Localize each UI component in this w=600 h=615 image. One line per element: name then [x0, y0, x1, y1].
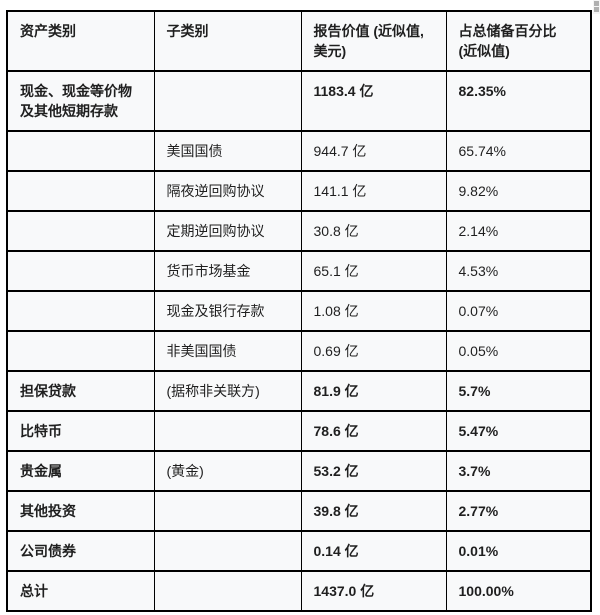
subcategory-cell: 美国国债 [153, 130, 302, 172]
reported-value-cell: 0.69 亿 [300, 330, 447, 372]
subcategory-cell: 货币市场基金 [153, 250, 302, 292]
reported-value-cell: 1.08 亿 [300, 290, 447, 332]
reported-value-cell: 81.9 亿 [300, 370, 447, 412]
subcategory-cell [153, 70, 302, 132]
table-row: 总计 1437.0 亿 100.00% [6, 570, 592, 612]
reported-value-cell: 0.14 亿 [300, 530, 447, 572]
reported-value-cell: 65.1 亿 [300, 250, 447, 292]
subcategory-cell: 定期逆回购协议 [153, 210, 302, 252]
asset-category-cell [6, 210, 155, 252]
table-row: 现金及银行存款 1.08 亿 0.07% [6, 290, 592, 332]
asset-category-cell [6, 290, 155, 332]
table-row: 现金、现金等价物及其他短期存款 1183.4 亿 82.35% [6, 70, 592, 132]
subcategory-cell [153, 410, 302, 452]
asset-category-cell: 总计 [6, 570, 155, 612]
subcategory-cell: (据称非关联方) [153, 370, 302, 412]
col-header-asset-category: 资产类别 [6, 10, 155, 72]
subcategory-cell [153, 490, 302, 532]
percent-cell: 82.35% [445, 70, 592, 132]
table-row: 担保贷款 (据称非关联方) 81.9 亿 5.7% [6, 370, 592, 412]
asset-category-cell [6, 170, 155, 212]
asset-category-cell [6, 330, 155, 372]
asset-category-cell [6, 130, 155, 172]
reported-value-cell: 78.6 亿 [300, 410, 447, 452]
subcategory-cell [153, 570, 302, 612]
asset-reserve-table: 资产类别 子类别 报告价值 (近似值, 美元) 占总储备百分比 (近似值) 现金… [6, 10, 592, 612]
asset-category-cell: 贵金属 [6, 450, 155, 492]
reported-value-cell: 39.8 亿 [300, 490, 447, 532]
percent-cell: 2.77% [445, 490, 592, 532]
subcategory-cell: (黄金) [153, 450, 302, 492]
col-header-reported-value: 报告价值 (近似值, 美元) [300, 10, 447, 72]
table-row: 美国国债 944.7 亿 65.74% [6, 130, 592, 172]
asset-category-cell: 其他投资 [6, 490, 155, 532]
percent-cell: 0.07% [445, 290, 592, 332]
asset-category-cell [6, 250, 155, 292]
scrollbar-dot-icon [594, 1, 599, 6]
table-body: 现金、现金等价物及其他短期存款 1183.4 亿 82.35% 美国国债 944… [6, 70, 592, 612]
scrollbar-thumb[interactable] [593, 0, 600, 14]
percent-cell: 5.47% [445, 410, 592, 452]
percent-cell: 5.7% [445, 370, 592, 412]
percent-cell: 0.01% [445, 530, 592, 572]
percent-cell: 4.53% [445, 250, 592, 292]
table-row: 其他投资 39.8 亿 2.77% [6, 490, 592, 532]
percent-cell: 9.82% [445, 170, 592, 212]
asset-category-cell: 比特币 [6, 410, 155, 452]
asset-category-cell: 担保贷款 [6, 370, 155, 412]
scrollbar-dot-icon [594, 7, 599, 12]
asset-category-cell: 现金、现金等价物及其他短期存款 [6, 70, 155, 132]
reported-value-cell: 944.7 亿 [300, 130, 447, 172]
reported-value-cell: 53.2 亿 [300, 450, 447, 492]
table-row: 非美国国债 0.69 亿 0.05% [6, 330, 592, 372]
table-row: 贵金属 (黄金) 53.2 亿 3.7% [6, 450, 592, 492]
reported-value-cell: 141.1 亿 [300, 170, 447, 212]
table-row: 公司债券 0.14 亿 0.01% [6, 530, 592, 572]
subcategory-cell: 现金及银行存款 [153, 290, 302, 332]
table-row: 定期逆回购协议 30.8 亿 2.14% [6, 210, 592, 252]
table-row: 比特币 78.6 亿 5.47% [6, 410, 592, 452]
col-header-subcategory: 子类别 [153, 10, 302, 72]
reported-value-cell: 1437.0 亿 [300, 570, 447, 612]
subcategory-cell: 隔夜逆回购协议 [153, 170, 302, 212]
asset-category-cell: 公司债券 [6, 530, 155, 572]
percent-cell: 2.14% [445, 210, 592, 252]
subcategory-cell [153, 530, 302, 572]
reported-value-cell: 30.8 亿 [300, 210, 447, 252]
percent-cell: 65.74% [445, 130, 592, 172]
percent-cell: 3.7% [445, 450, 592, 492]
percent-cell: 100.00% [445, 570, 592, 612]
percent-cell: 0.05% [445, 330, 592, 372]
table-row: 隔夜逆回购协议 141.1 亿 9.82% [6, 170, 592, 212]
table-row: 货币市场基金 65.1 亿 4.53% [6, 250, 592, 292]
subcategory-cell: 非美国国债 [153, 330, 302, 372]
header-row: 资产类别 子类别 报告价值 (近似值, 美元) 占总储备百分比 (近似值) [6, 10, 592, 72]
col-header-percent-of-reserves: 占总储备百分比 (近似值) [445, 10, 592, 72]
reported-value-cell: 1183.4 亿 [300, 70, 447, 132]
